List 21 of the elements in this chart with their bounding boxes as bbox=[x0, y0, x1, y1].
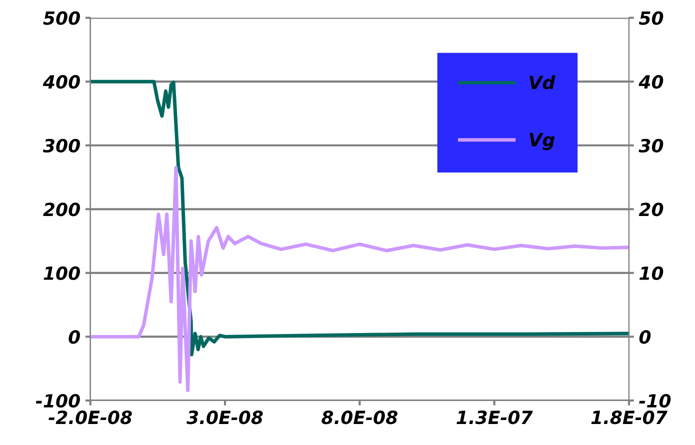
x-tick-label: 8.0E-08 bbox=[322, 410, 398, 424]
y-tick-label: 500 bbox=[43, 11, 80, 25]
y-tick-label: -100 bbox=[36, 394, 80, 408]
y2-tick-label: 50 bbox=[638, 11, 664, 25]
y2-tick-label: 40 bbox=[638, 75, 664, 89]
y2-tick-label: 30 bbox=[638, 138, 664, 152]
y2-tick-label: 20 bbox=[638, 202, 664, 216]
x-tick-label: 1.8E-07 bbox=[591, 410, 668, 424]
legend-label: Vd bbox=[530, 75, 556, 90]
legend-label: Vg bbox=[530, 133, 555, 150]
y-tick-label: 100 bbox=[44, 266, 80, 280]
y-tick-label: 0 bbox=[68, 330, 80, 344]
x-tick-label: 3.0E-08 bbox=[186, 410, 263, 424]
y2-tick-label: -10 bbox=[639, 394, 671, 408]
y2-tick-label: 10 bbox=[639, 266, 664, 280]
x-tick-label: 1.3E-07 bbox=[456, 410, 533, 424]
y2-tick-label: 0 bbox=[639, 330, 651, 344]
x-tick-label: -2.0E-08 bbox=[48, 410, 132, 424]
y-tick-label: 200 bbox=[43, 202, 80, 216]
y-tick-label: 300 bbox=[42, 138, 80, 152]
y-tick-label: 400 bbox=[42, 75, 80, 89]
